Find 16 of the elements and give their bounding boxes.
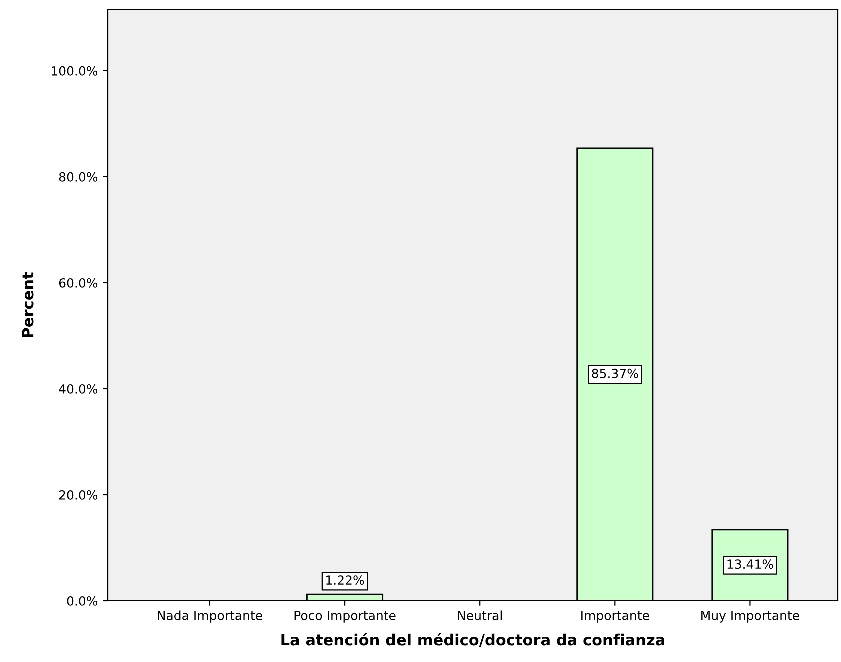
x-tick-label: Importante [582, 611, 650, 623]
x-tick-label: Poco Importante [294, 611, 396, 623]
y-tick-label: 60.0% [59, 278, 98, 288]
data-label: 1.22% [326, 576, 364, 586]
y-tick-label: 0.0% [67, 596, 98, 606]
data-label: 85.37% [592, 368, 638, 378]
data-label: 13.41% [728, 560, 774, 570]
x-tick-label: Muy Importante [702, 611, 800, 623]
x-tick-label: Neutral [458, 610, 502, 620]
y-tick-label: 40.0% [59, 384, 98, 394]
y-axis-title: Percent [22, 272, 34, 338]
y-tick-label: 20.0% [59, 490, 98, 500]
x-axis-title: La atención del médico/doctora da confianza [282, 633, 664, 647]
y-tick-label: 80.0% [59, 172, 98, 182]
x-tick-label: Nada Importante [158, 610, 262, 623]
y-tick-label: 100.0% [52, 66, 98, 76]
